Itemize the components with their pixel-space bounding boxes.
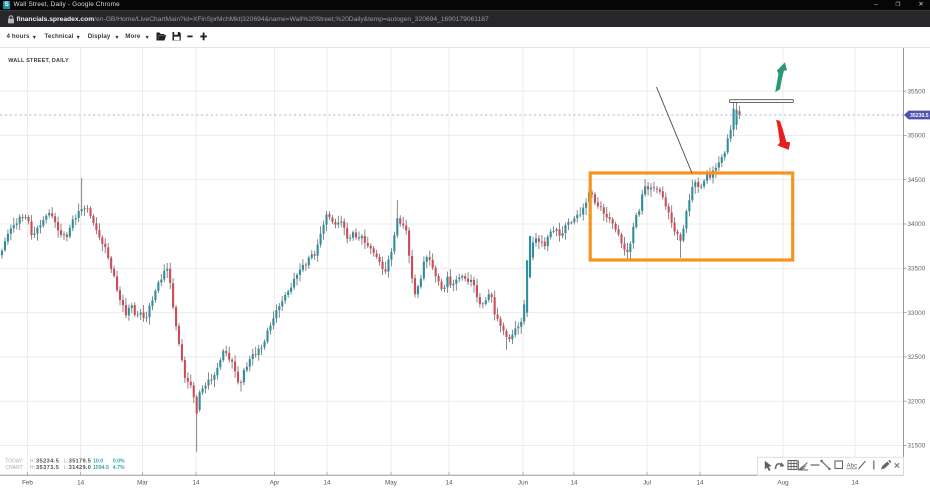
svg-text:H:: H: bbox=[30, 458, 35, 464]
svg-text:32000: 32000 bbox=[908, 398, 926, 405]
svg-text:Feb: Feb bbox=[22, 480, 33, 487]
svg-text:14: 14 bbox=[323, 480, 331, 487]
svg-text:34000: 34000 bbox=[908, 221, 926, 228]
svg-text:WALL STREET, DAILY: WALL STREET, DAILY bbox=[8, 58, 69, 64]
svg-text:35500: 35500 bbox=[908, 88, 926, 95]
svg-text:Mar: Mar bbox=[137, 480, 148, 487]
svg-text:34500: 34500 bbox=[908, 177, 926, 184]
svg-text:14: 14 bbox=[696, 480, 704, 487]
svg-text:33000: 33000 bbox=[908, 310, 926, 317]
svg-text:4.7%: 4.7% bbox=[113, 465, 125, 471]
svg-text:14: 14 bbox=[570, 480, 578, 487]
svg-text:Aug: Aug bbox=[777, 480, 789, 487]
svg-text:33500: 33500 bbox=[908, 266, 926, 273]
svg-text:14: 14 bbox=[445, 480, 453, 487]
svg-text:May: May bbox=[385, 480, 398, 487]
svg-text:Jun: Jun bbox=[518, 480, 529, 487]
svg-text:32500: 32500 bbox=[908, 354, 926, 361]
svg-text:1594.5: 1594.5 bbox=[93, 465, 109, 471]
svg-text:L:: L: bbox=[64, 458, 68, 464]
svg-text:H:: H: bbox=[30, 465, 35, 471]
svg-text:35230.5: 35230.5 bbox=[910, 113, 929, 119]
svg-text:L:: L: bbox=[64, 465, 68, 471]
svg-text:0.0%: 0.0% bbox=[113, 459, 125, 465]
svg-text:CHART:: CHART: bbox=[5, 465, 23, 471]
svg-text:10.0: 10.0 bbox=[93, 459, 103, 465]
svg-text:14: 14 bbox=[851, 480, 859, 487]
svg-text:35234.5: 35234.5 bbox=[36, 459, 59, 465]
svg-text:Apr: Apr bbox=[270, 480, 280, 487]
svg-text:14: 14 bbox=[77, 480, 85, 487]
svg-text:35179.5: 35179.5 bbox=[69, 459, 91, 465]
svg-text:TODAY:: TODAY: bbox=[5, 458, 23, 464]
svg-text:31429.0: 31429.0 bbox=[69, 465, 91, 471]
svg-text:14: 14 bbox=[192, 480, 200, 487]
svg-text:Abc: Abc bbox=[847, 463, 858, 470]
svg-text:35373.5: 35373.5 bbox=[36, 465, 59, 471]
svg-text:31500: 31500 bbox=[908, 443, 926, 450]
svg-text:Jul: Jul bbox=[643, 480, 651, 487]
svg-text:35000: 35000 bbox=[908, 133, 926, 140]
